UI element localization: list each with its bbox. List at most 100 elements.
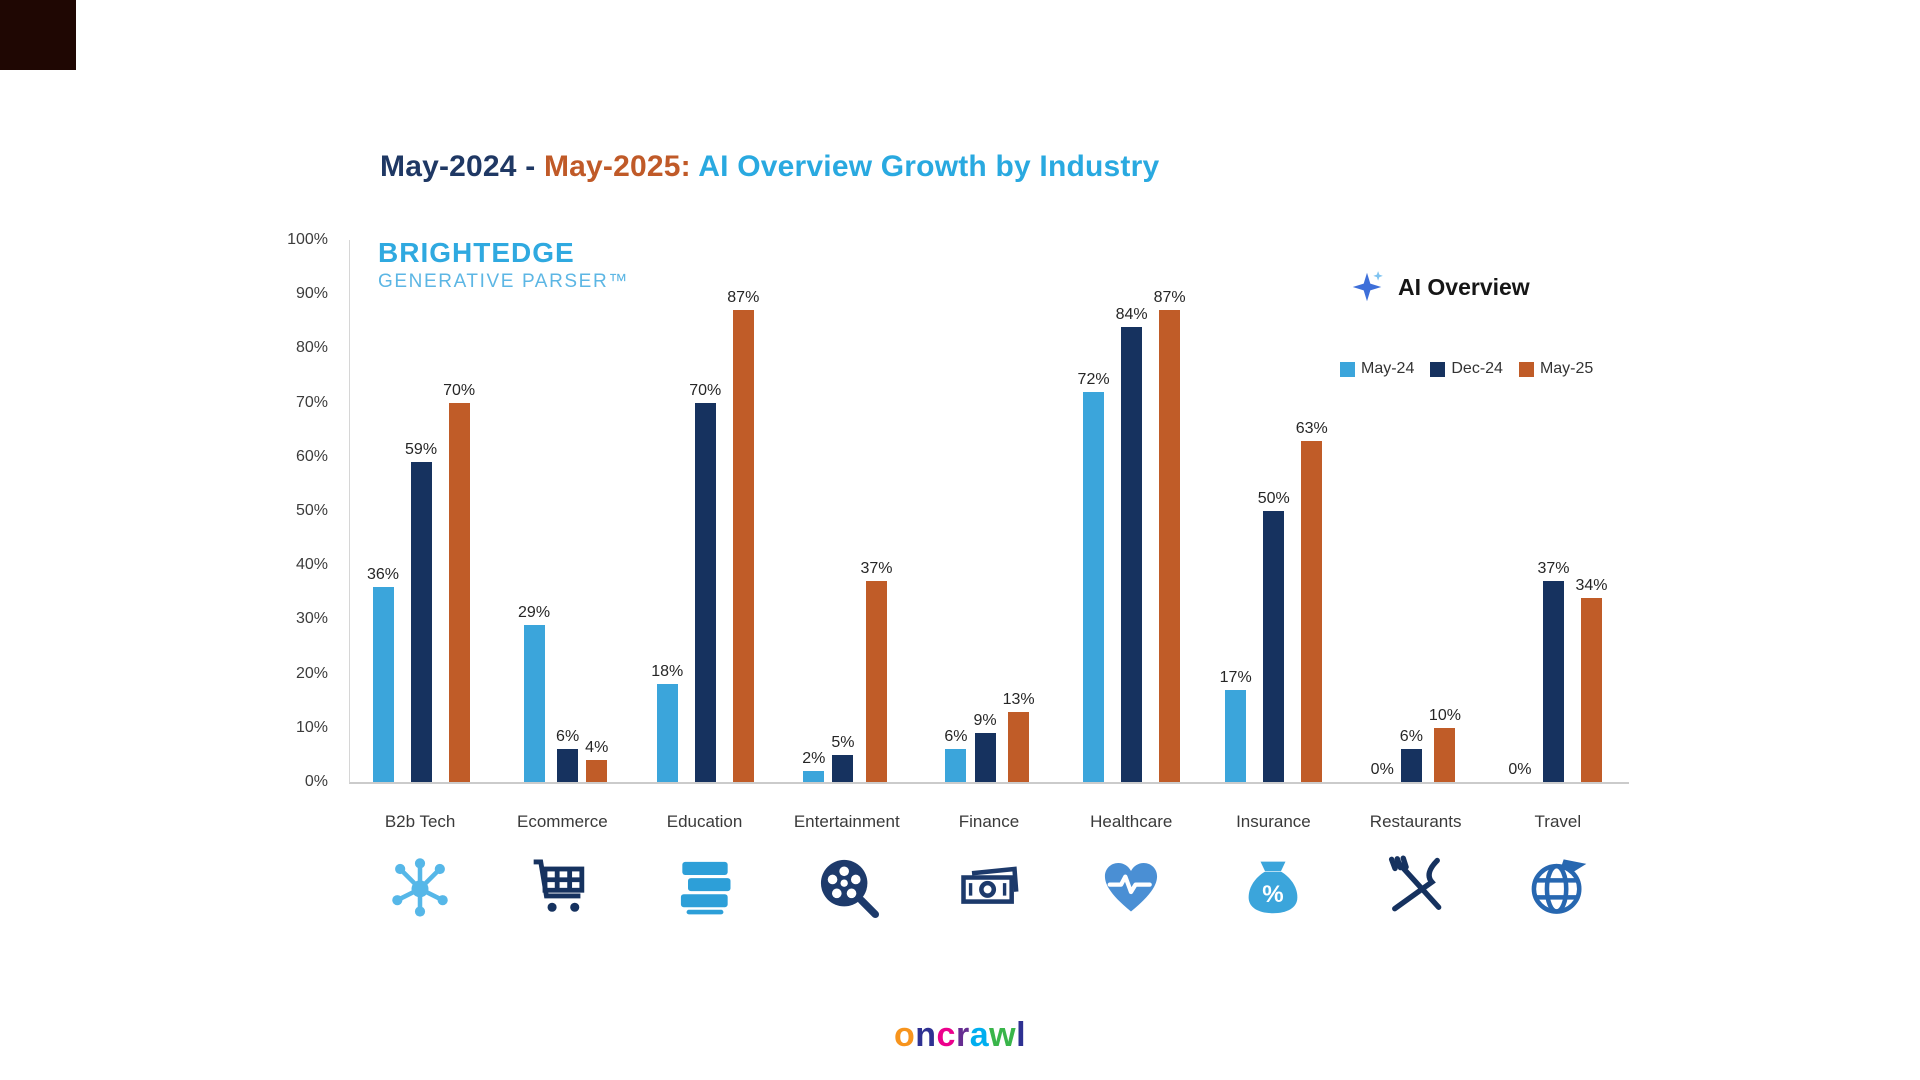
bar-value-label: 4% — [585, 739, 609, 757]
bar-group-finance: 6% 9% 13% — [918, 240, 1060, 782]
bar-slot: 6% — [944, 728, 967, 782]
legend-item-dec-24: Dec-24 — [1430, 360, 1503, 378]
bar-slot: 5% — [831, 734, 854, 782]
bar-group-healthcare: 72% 84% 87% — [1061, 240, 1203, 782]
bar-value-label: 87% — [1153, 289, 1186, 307]
bar-b2b-tech-dec-24 — [410, 462, 432, 782]
bar-slot: 4% — [585, 739, 608, 782]
category-entertainment: Entertainment — [776, 812, 918, 920]
bar-slot: 17% — [1220, 669, 1252, 782]
category-ecommerce: Ecommerce — [491, 812, 633, 920]
network-icon — [384, 852, 456, 920]
category-label: Entertainment — [793, 812, 900, 831]
bar-travel-may-25 — [1581, 597, 1602, 782]
legend-swatch — [1340, 361, 1355, 377]
bar-value-label: 34% — [1575, 576, 1608, 594]
bar-slot: 63% — [1296, 420, 1328, 782]
y-axis-tick-0: 0% — [304, 773, 328, 790]
ai-sparkle-icon — [1348, 268, 1386, 306]
legend-item-may-25: May-25 — [1518, 360, 1594, 378]
moneybag-icon: % — [1237, 852, 1309, 920]
bar-insurance-dec-24 — [1263, 511, 1285, 782]
category-restaurants: Restaurants — [1345, 812, 1487, 920]
bar-finance-may-25 — [1008, 711, 1030, 782]
legend-item-may-24: May-24 — [1340, 360, 1414, 378]
y-axis-tick-50: 50% — [295, 502, 328, 519]
bar-slot: 70% — [443, 382, 475, 782]
legend-swatch — [1518, 361, 1534, 377]
bar-value-label: 59% — [405, 441, 438, 459]
bar-value-label: 6% — [944, 728, 968, 746]
y-axis-tick-70: 70% — [295, 393, 328, 411]
legend-label: May-24 — [1361, 360, 1415, 377]
logo-letter: w — [989, 1016, 1017, 1054]
svg-text:%: % — [1263, 881, 1284, 908]
y-axis-tick-40: 40% — [295, 556, 328, 574]
bar-chart-plot: 36% 59% 70% 29% 6% 4% 18% 70% 87% 2% 5% 37% 6% 9% 13% 7… — [349, 240, 1629, 784]
bar-slot: 13% — [1003, 691, 1035, 782]
bar-slot: 34% — [1575, 576, 1608, 782]
bar-group-ecommerce: 29% 6% 4% — [492, 240, 634, 782]
category-healthcare: Healthcare — [1060, 812, 1202, 920]
y-axis: 0% 10% 20% 30% 40% 50% 60% 70% 80% 90% 100% — [250, 231, 340, 790]
category-label: Travel — [1534, 812, 1582, 831]
bar-ecommerce-may-25 — [586, 760, 608, 782]
bar-slot: 87% — [727, 289, 759, 782]
logo-letter: c — [936, 1016, 956, 1054]
category-label: Restaurants — [1369, 812, 1462, 831]
books-icon — [669, 852, 741, 920]
y-axis-tick-90: 90% — [295, 285, 328, 303]
page-title: May-2024 - May-2025: AI Overview Growth … — [380, 150, 1159, 184]
legend-label: Dec-24 — [1451, 360, 1503, 377]
bar-slot: 0% — [1371, 761, 1394, 782]
bar-value-label: 6% — [1399, 728, 1423, 746]
bar-value-label: 50% — [1257, 490, 1290, 507]
y-axis-tick-10: 10% — [295, 718, 328, 736]
bar-education-may-24 — [656, 684, 678, 782]
series-legend: May-24 Dec-24 May-25 — [1340, 360, 1593, 378]
legend-swatch — [1430, 361, 1446, 377]
bar-slot: 50% — [1258, 490, 1290, 782]
bar-education-may-25 — [732, 310, 754, 782]
logo-letter: n — [915, 1016, 937, 1054]
screen-corner-artifact — [0, 0, 76, 70]
bar-value-label: 36% — [367, 565, 400, 583]
category-label: Healthcare — [1090, 812, 1173, 831]
bar-value-label: 70% — [689, 381, 722, 399]
y-axis-tick-20: 20% — [295, 664, 328, 682]
category-label: Insurance — [1236, 812, 1311, 831]
bar-value-label: 63% — [1295, 419, 1328, 437]
bar-finance-may-24 — [945, 749, 967, 782]
legend-label: May-25 — [1539, 360, 1594, 377]
bar-value-label: 2% — [802, 750, 826, 768]
bar-group-travel: 0% 37% 34% — [1487, 240, 1629, 782]
ai-overview-label: AI Overview — [1398, 273, 1530, 300]
category-travel: Travel — [1487, 812, 1629, 920]
logo-letter: r — [955, 1016, 970, 1054]
bar-healthcare-dec-24 — [1121, 326, 1143, 782]
category-axis: B2b Tech Ecommerce Education Entertainment F… — [349, 812, 1629, 920]
bar-value-label: 6% — [556, 728, 580, 746]
category-insurance: Insurance% — [1202, 812, 1344, 920]
title-separator: - — [516, 150, 544, 183]
bar-slot: 37% — [1537, 560, 1569, 782]
ai-overview-legend: AI Overview — [1348, 268, 1530, 306]
bar-entertainment-dec-24 — [832, 754, 854, 782]
bar-value-label: 37% — [1537, 560, 1570, 578]
bar-entertainment-may-24 — [803, 771, 825, 782]
oncrawl-logo: oncrawl — [0, 1016, 1920, 1055]
cart-icon — [526, 852, 598, 920]
bar-slot: 36% — [367, 566, 399, 782]
bar-value-label: 29% — [518, 603, 551, 621]
category-label: B2b Tech — [384, 812, 456, 831]
bar-slot: 6% — [556, 728, 579, 782]
heart-icon — [1095, 852, 1167, 920]
bar-healthcare-may-25 — [1159, 310, 1181, 782]
logo-letter: o — [893, 1016, 916, 1054]
bar-ecommerce-dec-24 — [557, 749, 579, 782]
title-range-start: May-2024 — [380, 150, 517, 183]
bar-b2b-tech-may-25 — [448, 402, 470, 782]
money-icon — [953, 852, 1025, 920]
y-axis-tick-60: 60% — [295, 447, 328, 465]
category-label: Ecommerce — [516, 812, 608, 831]
